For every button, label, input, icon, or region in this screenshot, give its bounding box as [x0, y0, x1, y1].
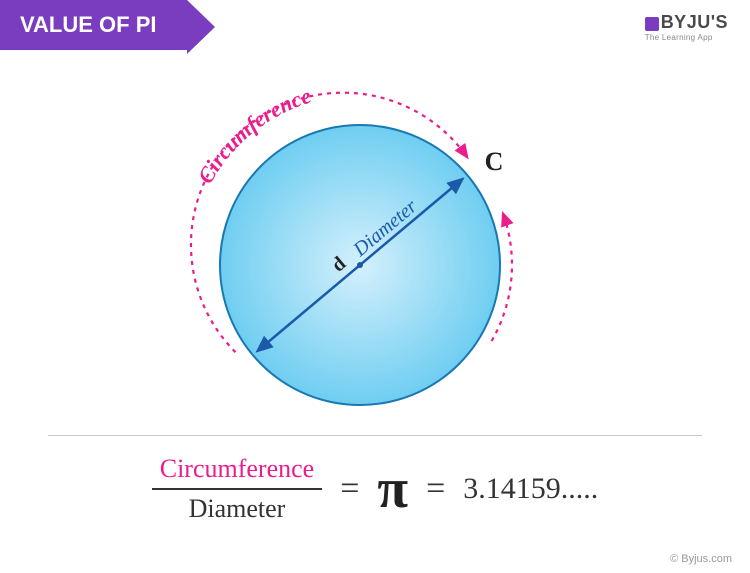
denominator: Diameter: [181, 490, 294, 524]
header: VALUE OF PI BYJU'S The Learning App: [0, 0, 750, 55]
formula: Circumference Diameter = π = 3.14159....…: [0, 436, 750, 524]
fraction: Circumference Diameter: [152, 454, 322, 524]
page-title: VALUE OF PI: [0, 0, 187, 50]
pi-symbol: π: [377, 457, 408, 521]
circle-diagram: CircumferenceDiameterdC: [0, 55, 750, 425]
logo-tagline: The Learning App: [645, 33, 728, 42]
logo-text: BYJU'S: [661, 12, 728, 32]
center-dot: [357, 262, 363, 268]
brand-logo: BYJU'S The Learning App: [645, 12, 728, 42]
copyright: © Byjus.com: [670, 553, 732, 565]
numerator: Circumference: [152, 454, 322, 488]
logo-icon: [645, 17, 659, 31]
equals-1: =: [340, 470, 359, 508]
c-label: C: [485, 147, 504, 176]
pi-value: 3.14159.....: [463, 472, 598, 506]
diagram-svg: CircumferenceDiameterdC: [0, 55, 750, 425]
equals-2: =: [426, 470, 445, 508]
